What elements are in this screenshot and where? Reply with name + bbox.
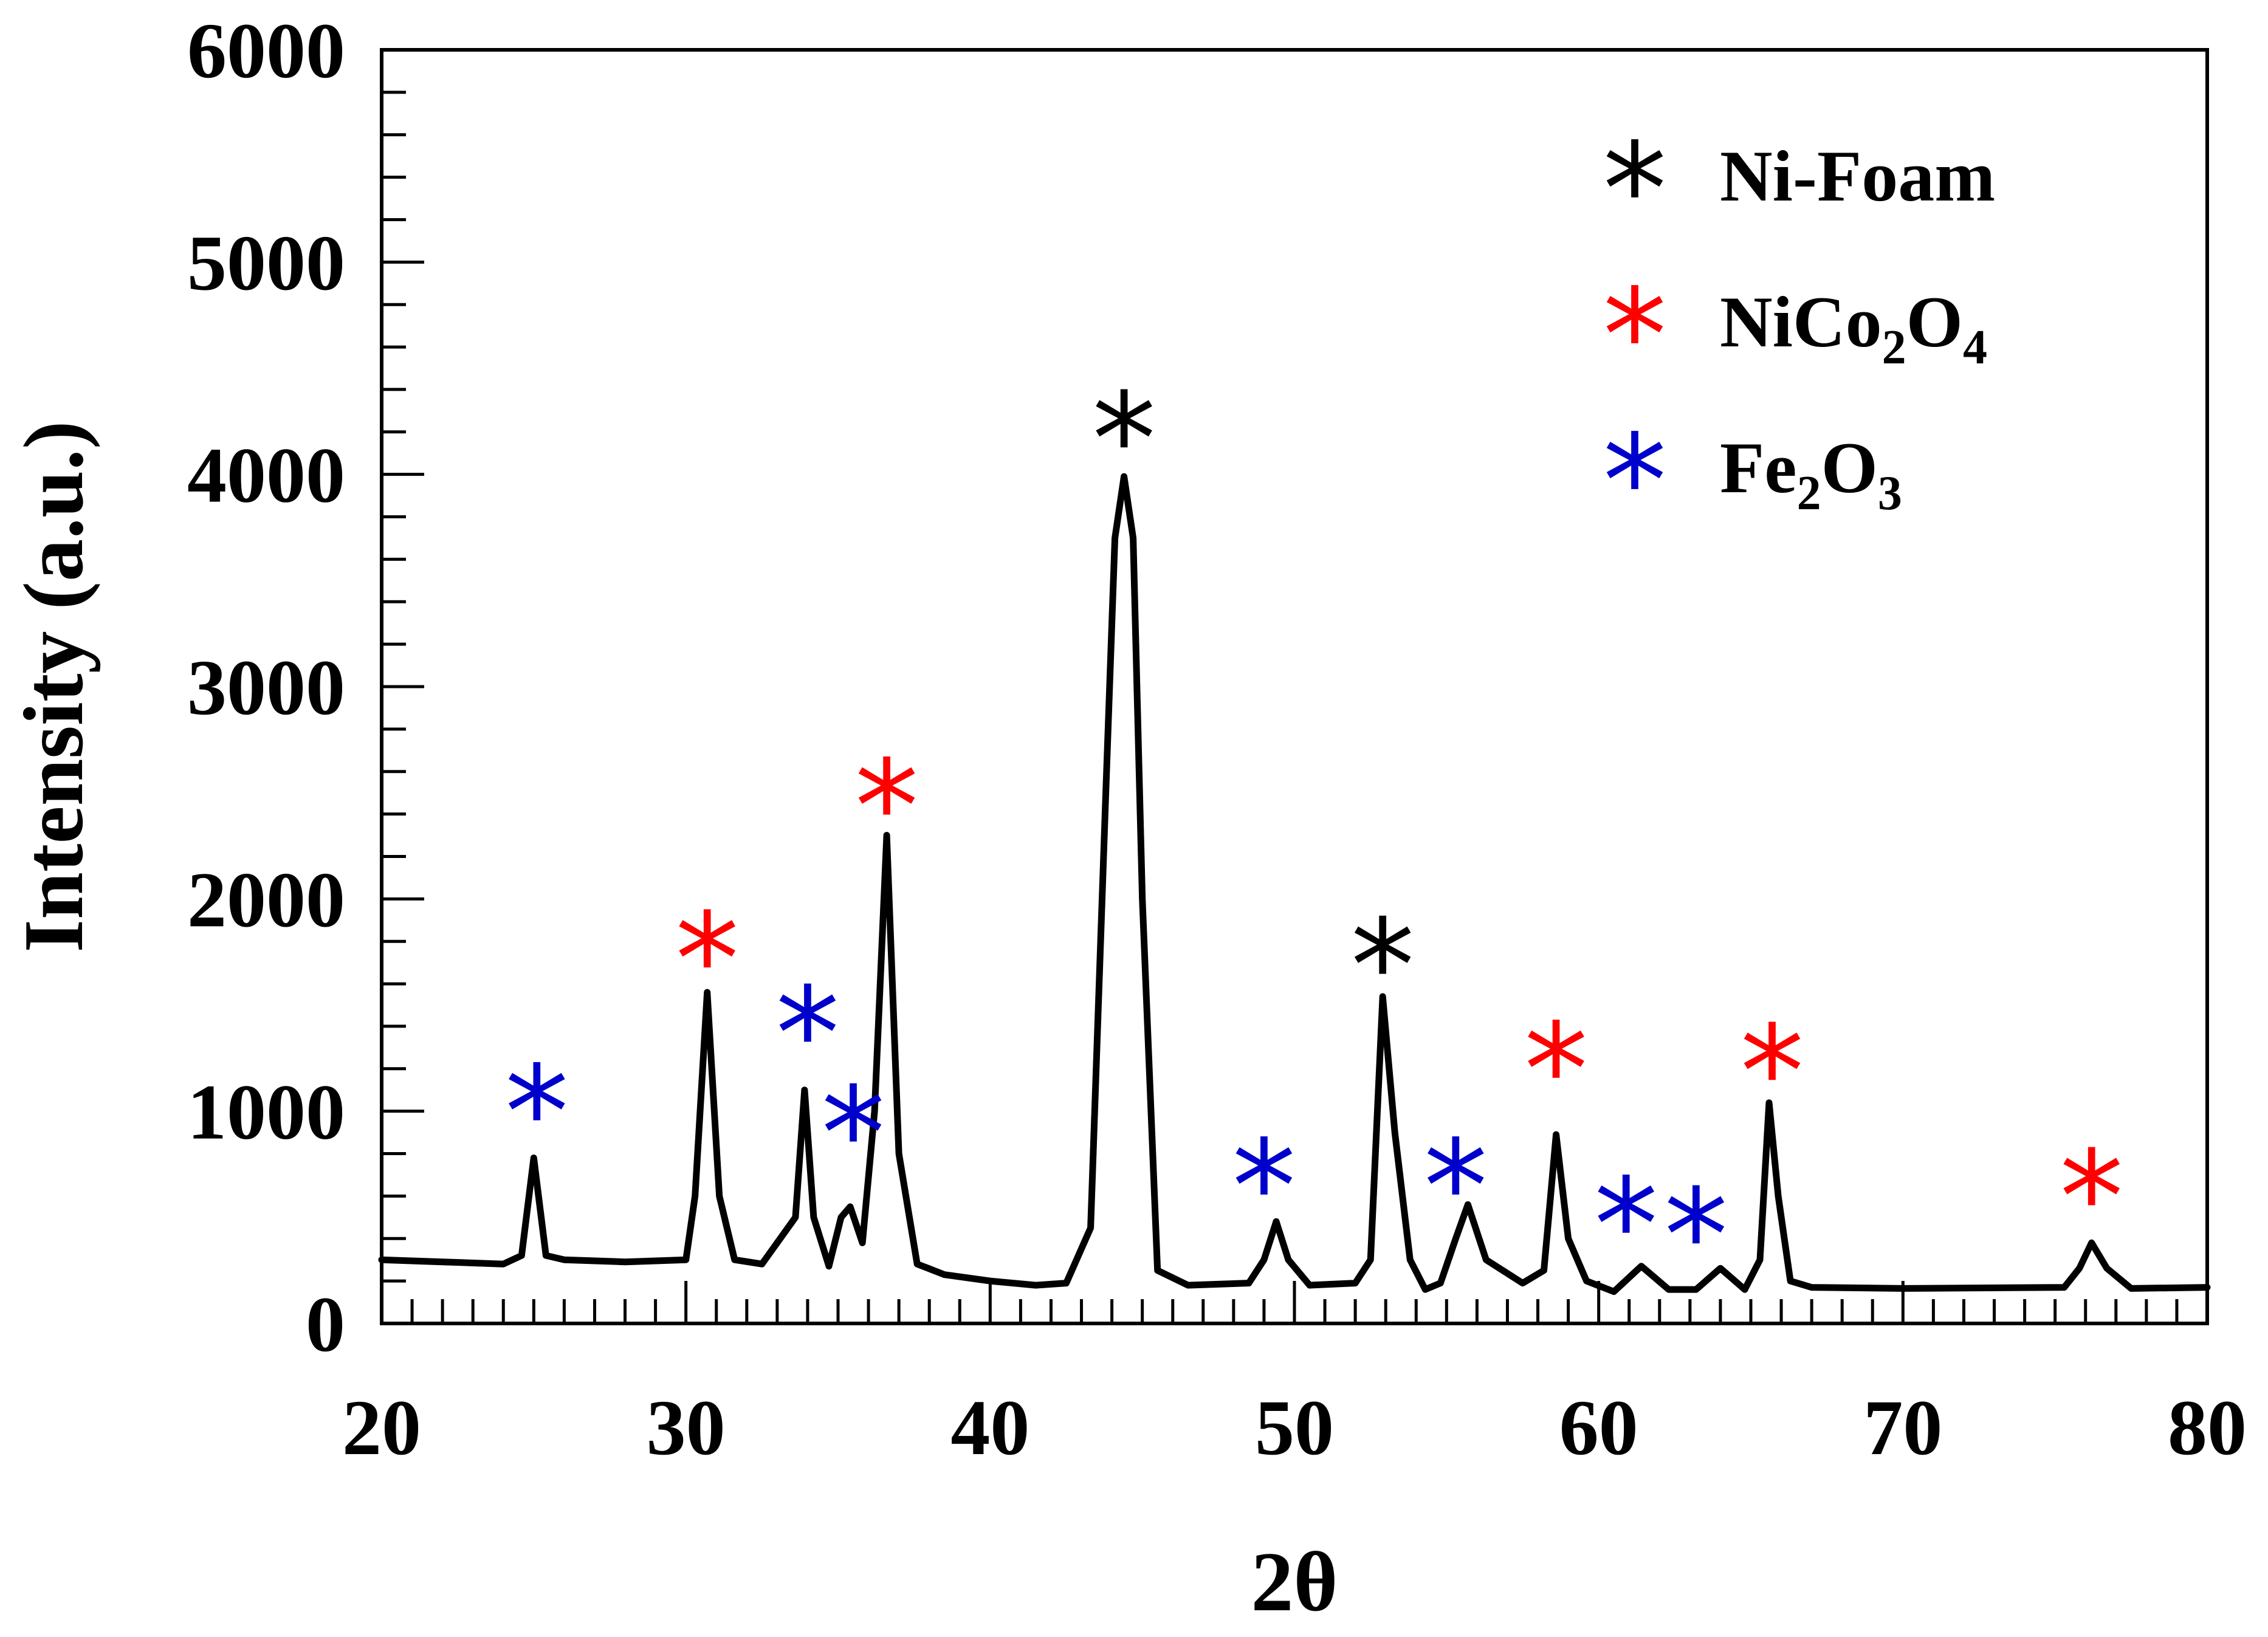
peak-marker: * [1741,998,1804,1147]
series-layer [378,473,2211,1296]
legend-label: Ni-Foam [1720,136,1995,216]
tick-labels: 20 30 40 50 60 70 80 0 1000 2000 3000 4000 5000 6000 [187,7,2247,1472]
legend: * Ni-Foam* NiCo2O4* Fe2O3 [1603,115,1996,556]
plot-frame [380,48,2209,1325]
y-tick-label: 2000 [187,856,345,944]
x-tick-label: 50 [1255,1384,1334,1472]
y-tick-label: 3000 [187,644,345,732]
legend-label: NiCo2O4 [1720,281,1987,374]
legend-marker: * [1603,115,1667,264]
peak-marker: * [1594,1151,1658,1300]
peak-marker: * [1232,1113,1296,1261]
x-tick-label: 70 [1863,1384,1942,1472]
legend-label-part: 3 [1878,467,1902,520]
legend-label-part: 2 [1882,321,1906,374]
xrd-series-line [378,473,2211,1296]
peak-marker: * [855,733,919,882]
legend-marker: * [1603,261,1667,410]
y-tick-label: 4000 [187,432,345,520]
peak-markers: ** ********* *** [505,365,2123,1310]
legend-label-part: 2 [1797,467,1821,520]
peak-marker: * [675,885,739,1034]
y-tick-label: 1000 [187,1069,345,1156]
x-tick-label: 60 [1559,1384,1638,1472]
y-tick-label: 0 [306,1281,345,1368]
peak-marker: * [1524,996,1588,1145]
legend-label-part: 4 [1963,321,1987,374]
peak-marker: * [775,959,839,1108]
legend-label-part: Fe [1720,427,1797,508]
x-tick-label: 20 [342,1384,421,1472]
peak-marker: * [822,1060,885,1209]
peak-marker: * [1424,1113,1488,1261]
peak-marker: * [2060,1123,2123,1272]
legend-label-part: O [1906,281,1963,362]
legend-label: Fe2O3 [1720,427,1902,520]
legend-marker: * [1603,407,1667,556]
y-tick-label: 5000 [187,219,345,307]
peak-marker: * [1351,892,1415,1041]
legend-label-part: NiCo [1720,281,1882,362]
peak-marker: * [1092,365,1156,514]
peak-marker: * [505,1038,569,1187]
peak-marker: * [1664,1161,1728,1310]
x-tick-label: 40 [950,1384,1029,1472]
x-axis-title: 2θ [1251,1535,1338,1629]
legend-label-part: O [1821,427,1878,508]
x-tick-label: 80 [2168,1384,2247,1472]
x-tick-label: 30 [647,1384,726,1472]
legend-label-part: Ni-Foam [1720,136,1995,216]
y-tick-label: 6000 [187,7,345,95]
y-axis-title: Intensity (a.u.) [7,420,101,952]
